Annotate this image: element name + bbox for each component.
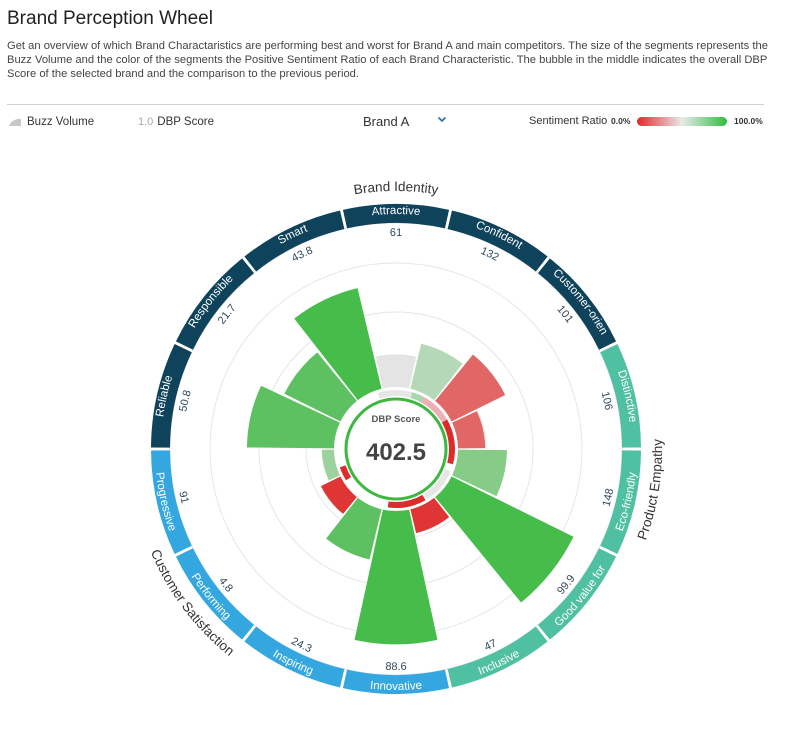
page-description: Get an overview of which Brand Charactar… xyxy=(7,40,768,80)
dbp-score-legend: 1.0 DBP Score xyxy=(138,114,214,130)
ring-segment-progressive[interactable] xyxy=(151,450,192,554)
segment-value-progressive: 91 xyxy=(176,490,190,505)
segment-value-eco-friendly: 148 xyxy=(601,487,617,507)
ring-segment-performing[interactable] xyxy=(175,548,255,640)
ring-segment-good-value-for[interactable] xyxy=(537,548,617,640)
segment-value-distinctive: 106 xyxy=(599,390,615,411)
buzz-bar-smart[interactable] xyxy=(294,288,382,401)
group-label-brand-identity: Brand Identity xyxy=(353,179,440,197)
buzz-volume-label: Buzz Volume xyxy=(27,116,95,128)
ring-segment-inclusive[interactable] xyxy=(447,626,548,688)
ring-segment-responsible[interactable] xyxy=(175,258,255,350)
center-comparison-arc xyxy=(410,392,424,403)
sentiment-ratio-label: Sentiment Ratio xyxy=(529,115,608,127)
buzz-bar-good-value-for[interactable] xyxy=(435,476,574,603)
chevron-down-icon[interactable] xyxy=(437,114,447,124)
center-comparison-arc xyxy=(424,468,451,500)
center-comparison-arc xyxy=(387,494,426,508)
ring-label-attractive: Attractive xyxy=(371,205,421,218)
buzz-bar-reliable[interactable] xyxy=(246,385,340,449)
ring-segment-smart[interactable] xyxy=(244,210,345,272)
ring-label-good-value-for: Good value for xyxy=(552,563,608,629)
buzz-volume-icon xyxy=(9,118,21,126)
buzz-bar-inclusive[interactable] xyxy=(410,497,450,534)
center-comparison-arc xyxy=(420,396,448,423)
dbp-score-bubble[interactable] xyxy=(344,397,448,501)
sentiment-gradient-bar xyxy=(637,117,727,126)
buzz-bar-responsible[interactable] xyxy=(284,352,357,422)
segment-value-reliable: 50.8 xyxy=(177,389,194,413)
page-title: Brand Perception Wheel xyxy=(7,8,213,29)
buzz-bar-attractive[interactable] xyxy=(375,354,417,389)
buzz-volume-legend: Buzz Volume xyxy=(9,114,94,130)
sentiment-min-label: 0.0% xyxy=(611,116,631,126)
ring-label-innovative: Innovative xyxy=(369,680,422,693)
ring-segment-reliable[interactable] xyxy=(151,344,192,448)
dbp-score-label: DBP Score xyxy=(157,116,214,128)
ring-segment-confident[interactable] xyxy=(447,210,548,272)
center-comparison-arc xyxy=(377,390,413,399)
buzz-bar-eco-friendly[interactable] xyxy=(452,449,507,497)
ring-label-customer-orien: Customer-orien xyxy=(550,267,609,337)
brand-select[interactable]: Brand A xyxy=(363,114,410,129)
buzz-bar-distinctive[interactable] xyxy=(452,411,486,449)
center-comparison-arc xyxy=(339,465,352,481)
dbp-score-prefix: 1.0 xyxy=(138,116,154,128)
header-divider xyxy=(7,104,764,105)
dbp-score-center-value: 402.5 xyxy=(366,439,426,466)
buzz-bar-progressive[interactable] xyxy=(321,449,340,481)
dbp-score-center-label: DBP Score xyxy=(372,414,421,425)
ring-segment-innovative[interactable] xyxy=(342,669,450,694)
buzz-bar-performing[interactable] xyxy=(320,476,357,514)
ring-segment-distinctive[interactable] xyxy=(600,344,641,448)
ring-segment-customer-orien[interactable] xyxy=(537,258,617,350)
ring-segment-eco-friendly[interactable] xyxy=(600,450,641,554)
ring-segment-inspiring[interactable] xyxy=(244,626,345,688)
segment-value-attractive: 61 xyxy=(390,227,403,239)
buzz-bar-confident[interactable] xyxy=(410,343,463,401)
buzz-bar-inspiring[interactable] xyxy=(326,497,382,560)
buzz-bar-innovative[interactable] xyxy=(354,509,438,645)
center-comparison-arc xyxy=(441,419,455,465)
sentiment-max-label: 100.0% xyxy=(734,116,763,126)
segment-value-innovative: 88.6 xyxy=(385,661,407,673)
segment-value-confident: 132 xyxy=(479,245,501,264)
segment-value-inclusive: 47 xyxy=(483,637,499,653)
buzz-bar-customer-orien[interactable] xyxy=(435,354,506,422)
ring-segment-attractive[interactable] xyxy=(342,204,450,229)
